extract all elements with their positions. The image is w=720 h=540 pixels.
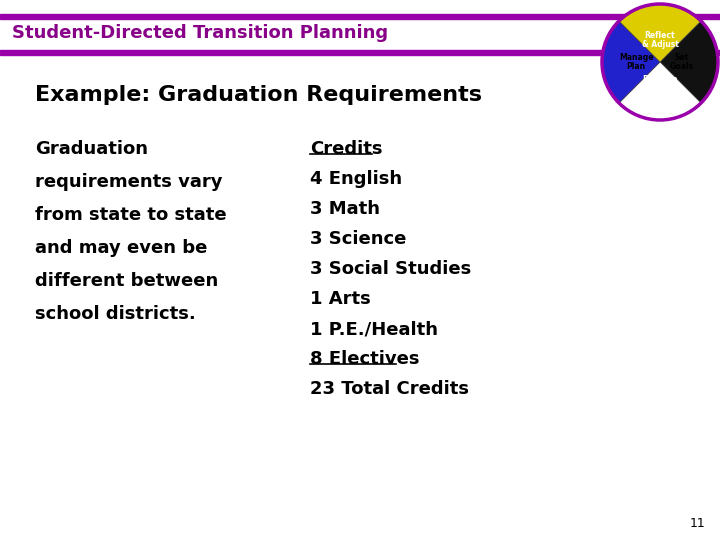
Wedge shape [660,21,718,103]
Text: 1 Arts: 1 Arts [310,290,371,308]
Text: Develop
Plan: Develop Plan [642,75,678,93]
Text: 8 Electives: 8 Electives [310,350,420,368]
Text: school districts.: school districts. [35,305,196,323]
Text: 3 Science: 3 Science [310,230,406,248]
Text: Student-Directed Transition Planning: Student-Directed Transition Planning [12,24,388,42]
Wedge shape [602,21,660,103]
Text: 11: 11 [689,517,705,530]
Text: Set
Goals: Set Goals [670,52,694,71]
Text: requirements vary: requirements vary [35,173,222,191]
Text: Manage
Plan: Manage Plan [618,52,653,71]
Text: Example: Graduation Requirements: Example: Graduation Requirements [35,85,482,105]
Text: from state to state: from state to state [35,206,227,224]
Text: 4 English: 4 English [310,170,402,188]
Text: Graduation: Graduation [35,140,148,158]
Bar [0,14,720,19]
Wedge shape [619,4,701,62]
Text: 3 Math: 3 Math [310,200,380,218]
Text: and may even be: and may even be [35,239,207,257]
Text: Credits: Credits [310,140,382,158]
Text: 3 Social Studies: 3 Social Studies [310,260,472,278]
Text: Reflect
& Adjust: Reflect & Adjust [642,31,678,49]
Text: different between: different between [35,272,218,290]
Text: 23 Total Credits: 23 Total Credits [310,380,469,398]
Text: 1 P.E./Health: 1 P.E./Health [310,320,438,338]
Wedge shape [619,62,701,120]
Bar [0,50,720,55]
